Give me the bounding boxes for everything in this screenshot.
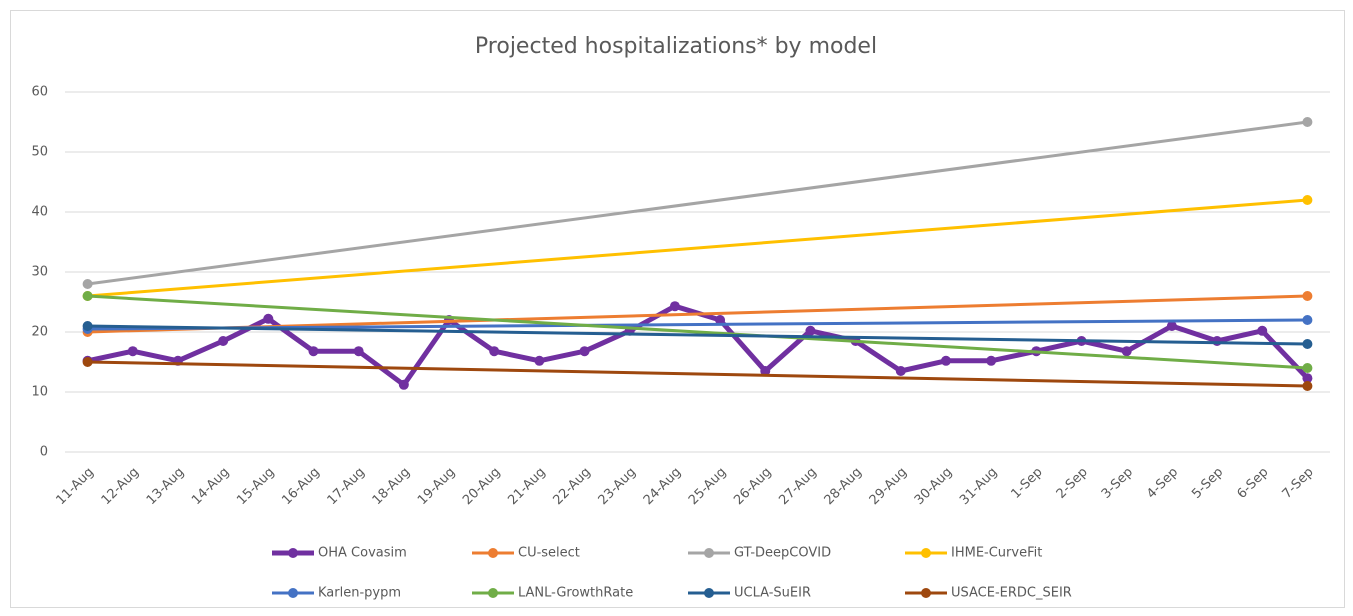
legend-marker bbox=[704, 588, 714, 598]
series-marker bbox=[127, 346, 138, 357]
series-marker bbox=[489, 346, 500, 357]
legend-marker bbox=[488, 588, 498, 598]
legend-label: USACE-ERDC_SEIR bbox=[951, 586, 1072, 601]
series-marker bbox=[218, 336, 229, 346]
series-marker bbox=[760, 366, 771, 376]
y-tick-label: 10 bbox=[31, 385, 48, 400]
legend-marker bbox=[288, 548, 298, 558]
series-marker bbox=[1166, 321, 1177, 331]
legend-label: Karlen-pypm bbox=[318, 586, 401, 601]
legend-label: LANL-GrowthRate bbox=[518, 586, 633, 601]
legend-label: CU-select bbox=[518, 546, 580, 561]
series-marker bbox=[1302, 373, 1313, 384]
series-marker bbox=[1302, 363, 1313, 373]
legend-marker bbox=[921, 588, 931, 598]
y-tick-label: 40 bbox=[31, 205, 48, 220]
series-marker bbox=[1302, 339, 1313, 349]
legend-marker bbox=[488, 548, 498, 558]
series-marker bbox=[82, 279, 93, 289]
series-marker bbox=[1212, 336, 1223, 346]
y-tick-label: 30 bbox=[31, 265, 48, 280]
series-marker bbox=[669, 301, 680, 312]
series-marker bbox=[308, 346, 319, 357]
legend-label: GT-DeepCOVID bbox=[734, 546, 831, 561]
legend-label: IHME-CurveFit bbox=[951, 546, 1042, 561]
legend-marker bbox=[288, 588, 298, 598]
legend-label: UCLA-SuEIR bbox=[734, 586, 811, 601]
series-marker bbox=[1302, 315, 1313, 325]
series-marker bbox=[82, 291, 93, 301]
series-marker bbox=[82, 357, 93, 367]
series-line bbox=[87, 324, 1308, 346]
series-marker bbox=[940, 355, 951, 366]
y-tick-label: 60 bbox=[31, 85, 48, 100]
series-marker bbox=[263, 313, 274, 324]
series-marker bbox=[1302, 117, 1313, 127]
series-marker bbox=[715, 315, 726, 325]
y-tick-label: 20 bbox=[31, 325, 48, 340]
series-marker bbox=[1302, 291, 1313, 301]
series-marker bbox=[1121, 346, 1132, 357]
series-marker bbox=[82, 321, 93, 331]
series-line bbox=[87, 198, 1308, 298]
series-marker bbox=[353, 346, 364, 357]
y-tick-label: 50 bbox=[31, 145, 48, 160]
series-line bbox=[87, 120, 1308, 286]
series-line bbox=[87, 294, 1308, 370]
series-marker bbox=[579, 346, 590, 357]
series-marker bbox=[1302, 195, 1313, 205]
y-tick-label: 0 bbox=[40, 445, 48, 460]
series-line bbox=[87, 360, 1308, 388]
series-marker bbox=[1257, 325, 1268, 336]
legend-marker bbox=[921, 548, 931, 558]
series-marker bbox=[895, 366, 906, 376]
series-marker bbox=[805, 325, 816, 336]
legend-marker bbox=[704, 548, 714, 558]
series-marker bbox=[398, 379, 409, 390]
chart-title: Projected hospitalizations* by model bbox=[475, 34, 877, 59]
series-marker bbox=[1302, 381, 1313, 391]
series-marker bbox=[534, 355, 545, 366]
series-marker bbox=[986, 355, 997, 366]
legend-label: OHA Covasim bbox=[318, 546, 407, 561]
